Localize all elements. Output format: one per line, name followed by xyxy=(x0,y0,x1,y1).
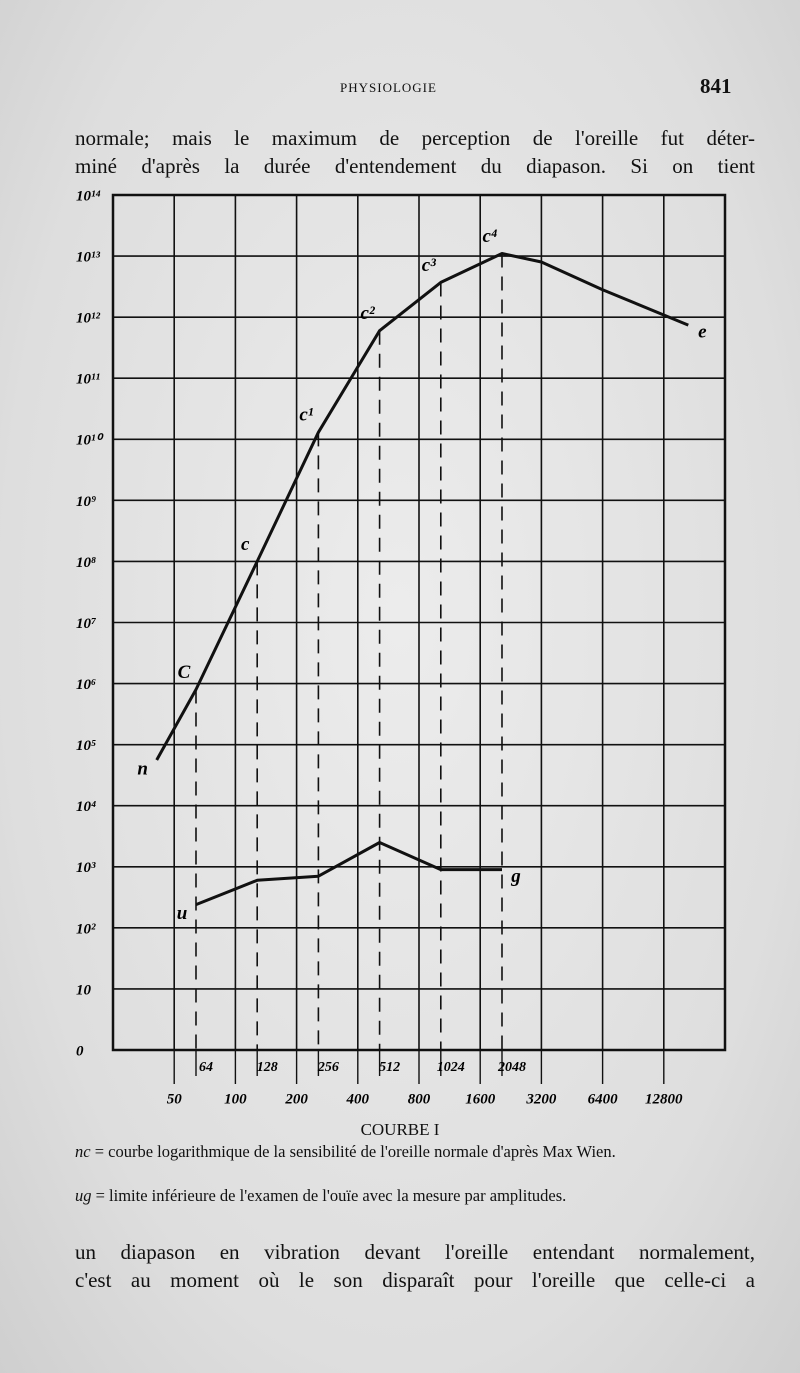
y-tick-label: 10⁹ xyxy=(76,494,96,510)
y-tick-label: 10² xyxy=(76,921,96,937)
legend-text: = limite inférieure de l'examen de l'ouï… xyxy=(95,1186,567,1205)
legend-entry: nc = courbe logarithmique de la sensibil… xyxy=(75,1141,760,1163)
legend-text: = courbe logarithmique de la sensibilité… xyxy=(94,1142,616,1161)
legend-term: nc xyxy=(75,1142,91,1161)
y-tick-label: 10¹¹ xyxy=(76,372,100,388)
running-head: PHYSIOLOGIE xyxy=(340,80,437,95)
point-label: c² xyxy=(361,303,376,324)
x-tick-label: 64 xyxy=(199,1060,213,1075)
x-tick-label: 3200 xyxy=(525,1091,557,1107)
x-tick-label: 2048 xyxy=(497,1060,526,1075)
y-tick-label: 10⁷ xyxy=(76,616,97,632)
point-label: c¹ xyxy=(299,405,313,426)
x-tick-label: 200 xyxy=(284,1091,308,1107)
x-tick-label: 1024 xyxy=(437,1060,465,1075)
x-tick-label: 128 xyxy=(257,1060,278,1075)
curve xyxy=(155,252,689,761)
chart: 0 10 10² 10³ 10⁴ 10⁵ 10⁶ 10⁷ 10⁸ 10⁹ 10¹⁰ 10¹¹ 10¹² 1… xyxy=(76,188,727,1107)
x-tick-label: 50 xyxy=(167,1091,183,1107)
x-tick-label: 6400 xyxy=(588,1091,619,1107)
y-tick-label: 10¹⁰ xyxy=(76,433,104,449)
x-tick-label: 100 xyxy=(224,1091,247,1107)
text-line: miné d'après la durée d'entendement du d… xyxy=(75,154,755,178)
page-number: 841 xyxy=(700,74,732,98)
point-label: u xyxy=(177,903,188,924)
y-tick-label: 10¹⁴ xyxy=(76,188,101,204)
x-tick-label: 400 xyxy=(346,1091,370,1107)
y-tick-label: 10⁸ xyxy=(76,555,96,571)
y-tick-label: 0 xyxy=(76,1043,84,1059)
x-tick-label: 12800 xyxy=(645,1091,683,1107)
text-line: c'est au moment où le son disparaît pour… xyxy=(75,1268,755,1292)
legend-entry: ug = limite inférieure de l'examen de l'… xyxy=(75,1185,760,1207)
text-line: normale; mais le maximum de perception d… xyxy=(75,126,755,150)
x-tick-label: 800 xyxy=(408,1091,431,1107)
y-tick-label: 10³ xyxy=(76,860,96,876)
curve xyxy=(195,841,502,906)
y-tick-label: 10¹³ xyxy=(76,250,100,266)
point-label: c⁴ xyxy=(482,226,497,247)
y-tick-label: 10¹² xyxy=(76,311,100,327)
point-label: n xyxy=(137,758,148,779)
y-tick-label: 10⁴ xyxy=(76,799,96,815)
point-label: e xyxy=(698,321,707,342)
figure-caption: COURBE I xyxy=(360,1120,440,1139)
point-label: c xyxy=(241,534,250,555)
y-tick-label: 10⁵ xyxy=(76,738,96,754)
x-tick-label: 1600 xyxy=(465,1091,496,1107)
legend-term: ug xyxy=(75,1186,92,1205)
y-tick-label: 10⁶ xyxy=(76,677,96,693)
x-tick-label: 512 xyxy=(379,1060,400,1075)
text-line: un diapason en vibration devant l'oreill… xyxy=(75,1240,755,1264)
point-label: g xyxy=(510,866,521,887)
y-tick-label: 10 xyxy=(76,982,92,998)
x-tick-label: 256 xyxy=(317,1060,339,1075)
point-label: C xyxy=(178,662,191,683)
point-label: c³ xyxy=(422,255,436,276)
